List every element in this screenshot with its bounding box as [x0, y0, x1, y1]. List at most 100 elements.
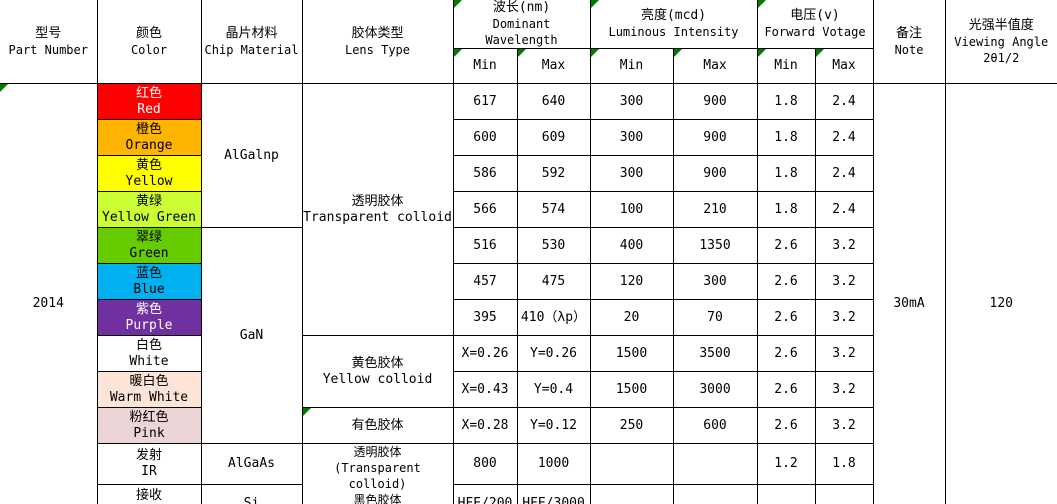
wavelength-min[interactable]: 800 — [452, 443, 518, 485]
luminous-min[interactable] — [589, 483, 674, 504]
lens-type-ir-pt[interactable]: 透明胶体 (Transparent colloid) 黑色胶体 （Black c… — [301, 443, 454, 504]
voltage-min[interactable]: 1.8 — [756, 155, 816, 192]
wavelength-min[interactable]: 566 — [452, 191, 518, 228]
color-swatch-yellow[interactable]: 黄色 Yellow — [96, 155, 202, 192]
voltage-min[interactable]: 2.6 — [756, 299, 816, 336]
wavelength-min[interactable]: 586 — [452, 155, 518, 192]
voltage-max[interactable]: 2.4 — [814, 155, 874, 192]
luminous-max[interactable]: 600 — [672, 407, 758, 444]
luminous-max[interactable]: 3000 — [672, 371, 758, 408]
voltage-min[interactable]: 2.6 — [756, 335, 816, 372]
header-voltage-min[interactable]: Min — [756, 48, 816, 84]
luminous-min[interactable]: 300 — [589, 155, 674, 192]
header-color[interactable]: 颜色 Color — [96, 0, 202, 84]
color-swatch-pink[interactable]: 粉红色 Pink — [96, 407, 202, 444]
wavelength-min[interactable]: X=0.43 — [452, 371, 518, 408]
luminous-min[interactable]: 100 — [589, 191, 674, 228]
luminous-min[interactable]: 20 — [589, 299, 674, 336]
chip-material-gan[interactable]: GaN — [200, 227, 303, 444]
wavelength-min[interactable]: 516 — [452, 227, 518, 264]
note-cell[interactable]: 30mA — [872, 83, 946, 504]
wavelength-max[interactable]: 410（λp） — [516, 299, 591, 336]
wavelength-max[interactable]: 475 — [516, 263, 591, 300]
lens-type-transparent[interactable]: 透明胶体 Transparent colloid — [301, 83, 454, 336]
wavelength-max[interactable]: Y=0.26 — [516, 335, 591, 372]
color-swatch-white[interactable]: 白色 White — [96, 335, 202, 372]
voltage-min[interactable]: 2.6 — [756, 227, 816, 264]
luminous-max[interactable] — [672, 443, 758, 485]
color-label-ir[interactable]: 发射 IR — [96, 443, 202, 485]
wavelength-max[interactable]: 609 — [516, 119, 591, 156]
chip-material-algainp[interactable]: AlGalnp — [200, 83, 303, 228]
header-part-number[interactable]: 型号 Part Number — [0, 0, 98, 84]
header-wavelength-max[interactable]: Max — [516, 48, 591, 84]
lens-type-yellow[interactable]: 黄色胶体 Yellow colloid — [301, 335, 454, 408]
color-swatch-green[interactable]: 翠绿 Green — [96, 227, 202, 264]
voltage-min[interactable]: 2.6 — [756, 371, 816, 408]
color-swatch-yellow-green[interactable]: 黄绿 Yellow Green — [96, 191, 202, 228]
luminous-min[interactable]: 300 — [589, 119, 674, 156]
color-label-pt[interactable]: 接收PT — [96, 483, 202, 504]
voltage-max[interactable]: 3.2 — [814, 263, 874, 300]
voltage-min[interactable] — [756, 483, 816, 504]
luminous-max[interactable] — [672, 483, 758, 504]
voltage-min[interactable]: 2.6 — [756, 407, 816, 444]
header-viewing-angle[interactable]: 光强半值度 Viewing Angle 2θ1/2 — [944, 0, 1057, 84]
color-swatch-warm-white[interactable]: 暖白色 Warm White — [96, 371, 202, 408]
voltage-max[interactable]: 3.2 — [814, 227, 874, 264]
header-wavelength-group[interactable]: 波长(nm) Dominant Wavelength — [452, 0, 591, 49]
luminous-max[interactable]: 70 — [672, 299, 758, 336]
color-swatch-red[interactable]: 红色 Red — [96, 83, 202, 120]
lens-type-colored[interactable]: 有色胶体 — [301, 407, 454, 444]
wavelength-min[interactable]: X=0.28 — [452, 407, 518, 444]
luminous-max[interactable]: 900 — [672, 119, 758, 156]
chip-material-si[interactable]: Si — [200, 483, 303, 504]
voltage-min[interactable]: 1.2 — [756, 443, 816, 485]
wavelength-min[interactable]: 457 — [452, 263, 518, 300]
luminous-min[interactable]: 1500 — [589, 371, 674, 408]
wavelength-min[interactable]: 600 — [452, 119, 518, 156]
wavelength-min[interactable]: 617 — [452, 83, 518, 120]
luminous-max[interactable]: 210 — [672, 191, 758, 228]
luminous-max[interactable]: 300 — [672, 263, 758, 300]
luminous-min[interactable] — [589, 443, 674, 485]
voltage-min[interactable]: 1.8 — [756, 83, 816, 120]
wavelength-max[interactable]: 574 — [516, 191, 591, 228]
header-luminous-max[interactable]: Max — [672, 48, 758, 84]
wavelength-min[interactable]: HFE/200 — [452, 483, 518, 504]
header-voltage-group[interactable]: 电压(v) Forward Votage — [756, 0, 874, 49]
voltage-max[interactable]: 2.4 — [814, 83, 874, 120]
header-lens-type[interactable]: 胶体类型 Lens Type — [301, 0, 454, 84]
chip-material-algaas[interactable]: AlGaAs — [200, 443, 303, 485]
wavelength-min[interactable]: X=0.26 — [452, 335, 518, 372]
wavelength-min[interactable]: 395 — [452, 299, 518, 336]
color-swatch-blue[interactable]: 蓝色 Blue — [96, 263, 202, 300]
wavelength-max[interactable]: Y=0.12 — [516, 407, 591, 444]
voltage-max[interactable]: 3.2 — [814, 407, 874, 444]
header-luminous-group[interactable]: 亮度(mcd) Luminous Intensity — [589, 0, 758, 49]
part-number-cell[interactable]: 2014 — [0, 83, 98, 504]
voltage-max[interactable]: 2.4 — [814, 119, 874, 156]
wavelength-max[interactable]: Y=0.4 — [516, 371, 591, 408]
luminous-min[interactable]: 250 — [589, 407, 674, 444]
viewing-angle-cell[interactable]: 120 — [944, 83, 1057, 504]
header-chip-material[interactable]: 晶片材料 Chip Material — [200, 0, 303, 84]
color-swatch-orange[interactable]: 橙色 Orange — [96, 119, 202, 156]
color-swatch-purple[interactable]: 紫色 Purple — [96, 299, 202, 336]
voltage-max[interactable]: 1.8 — [814, 443, 874, 485]
voltage-max[interactable]: 3.2 — [814, 299, 874, 336]
luminous-min[interactable]: 300 — [589, 83, 674, 120]
wavelength-max[interactable]: 592 — [516, 155, 591, 192]
luminous-max[interactable]: 900 — [672, 155, 758, 192]
header-wavelength-min[interactable]: Min — [452, 48, 518, 84]
voltage-max[interactable]: 3.2 — [814, 371, 874, 408]
luminous-min[interactable]: 1500 — [589, 335, 674, 372]
voltage-min[interactable]: 1.8 — [756, 191, 816, 228]
header-voltage-max[interactable]: Max — [814, 48, 874, 84]
header-note[interactable]: 备注 Note — [872, 0, 946, 84]
luminous-min[interactable]: 400 — [589, 227, 674, 264]
luminous-max[interactable]: 3500 — [672, 335, 758, 372]
luminous-min[interactable]: 120 — [589, 263, 674, 300]
voltage-max[interactable]: 2.4 — [814, 191, 874, 228]
voltage-max[interactable]: 3.2 — [814, 335, 874, 372]
